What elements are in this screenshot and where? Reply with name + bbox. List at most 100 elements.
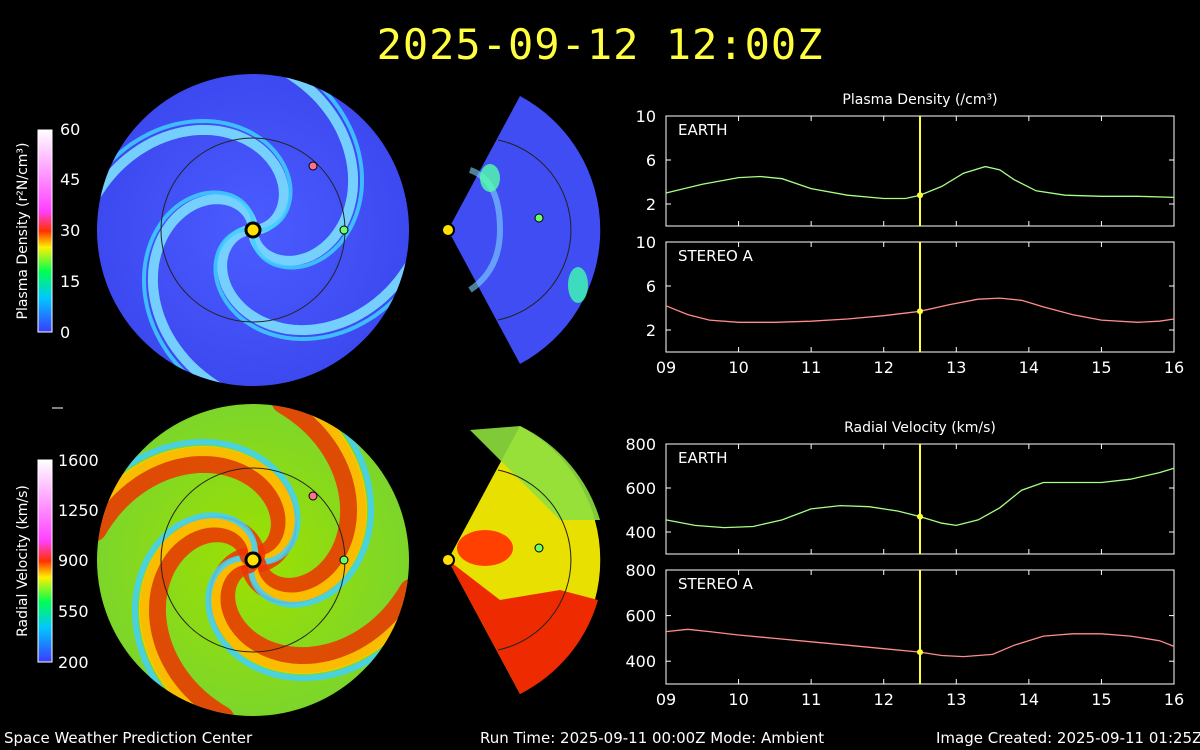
density-meridional-wedge: [441, 96, 601, 364]
velocity-wedge-region: [448, 560, 598, 694]
y-tick-label: 2: [646, 195, 656, 214]
current-value-dot: [917, 513, 923, 520]
density-tick: 30: [60, 221, 80, 240]
spiral-arm: [205, 555, 394, 682]
earth-marker: [339, 555, 349, 565]
x-tick-label: 10: [728, 690, 748, 709]
y-tick-label: 10: [636, 107, 656, 126]
y-tick-label: 400: [625, 652, 656, 671]
timeseries-panel-earth: EARTH 800 600 400: [625, 435, 1175, 555]
y-tick-label: 800: [625, 561, 656, 580]
sun-marker: [244, 551, 262, 569]
density-tick: 0: [60, 323, 70, 342]
density-timeseries-chart: Plasma Density (/cm³) EARTH 10 6 2 STEREO A 1…: [636, 92, 1185, 377]
density-wedge-orbit-arc: [497, 139, 572, 321]
x-tick-label: 13: [946, 358, 966, 377]
velocity-timeseries-chart: Radial Velocity (km/s) EARTH800600400STE…: [625, 420, 1184, 709]
density-tick: 45: [60, 170, 80, 189]
spiral-arm: [248, 74, 359, 266]
spiral-arm: [97, 446, 297, 573]
stereo-a-marker: [308, 491, 318, 501]
timeseries-panel-earth: EARTH 10 6 2: [636, 107, 1175, 227]
forecast-timestamp: 2025-09-12 12:00Z: [376, 20, 824, 69]
velocity-wedge-blob: [457, 530, 513, 566]
density-wedge-blob: [568, 267, 588, 303]
panel-label: STEREO A: [678, 247, 754, 265]
sun-marker: [441, 553, 455, 567]
velocity-tick: 200: [58, 653, 89, 672]
density-colorbar-label: Plasma Density (r²N/cm³): [15, 143, 31, 320]
density-colorbar: Plasma Density (r²N/cm³) 60 45 30 15 0: [15, 120, 80, 342]
spiral-arm: [131, 512, 258, 701]
spiral-arm: [141, 190, 256, 383]
footer-image-created: Image Created: 2025-09-11 01:25Z: [936, 729, 1200, 747]
spiral-arm: [248, 419, 375, 608]
velocity-colorbar-label: Radial Velocity (km/s): [15, 485, 31, 637]
velocity-wedge-orbit-arc: [497, 469, 572, 651]
x-tick-label: 13: [946, 690, 966, 709]
velocity-colorbar-gradient: [37, 459, 53, 663]
x-tick-label: 12: [874, 358, 894, 377]
current-value-dot: [917, 192, 923, 199]
panel-label: EARTH: [678, 121, 728, 139]
footer-organization: Space Weather Prediction Center: [4, 729, 253, 747]
panel-label: EARTH: [678, 449, 728, 467]
spiral-arm: [250, 77, 365, 270]
spiral-arm: [240, 404, 367, 604]
y-tick-label: 2: [646, 321, 656, 340]
y-tick-label: 10: [636, 233, 656, 252]
x-tick-label: 15: [1091, 690, 1111, 709]
spiral-arm: [210, 554, 409, 675]
timeseries-panel-stereo-a: STEREO A 800 600 400: [625, 561, 1175, 685]
earth-marker: [534, 543, 544, 553]
velocity-meridional-wedge: [441, 426, 601, 694]
series-line-earth: [665, 467, 1175, 529]
x-tick-label: 10: [728, 358, 748, 377]
x-tick-label: 14: [1019, 358, 1039, 377]
velocity-tick: 900: [58, 551, 89, 570]
density-colorbar-gradient: [37, 129, 53, 333]
density-wedge-blob: [480, 164, 500, 192]
velocity-tick: 1600: [58, 451, 99, 470]
sun-marker: [441, 223, 455, 237]
footer-run-info: Run Time: 2025-09-11 00:00Z Mode: Ambien…: [480, 729, 825, 747]
spiral-arm: [97, 445, 296, 566]
spiral-arm: [247, 404, 368, 603]
y-tick-label: 600: [625, 479, 656, 498]
density-ecliptic-disk: [97, 74, 409, 386]
x-tick-label: 16: [1164, 358, 1184, 377]
earth-marker: [534, 213, 544, 223]
spiral-arm: [139, 516, 266, 716]
velocity-tick: 1250: [58, 501, 99, 520]
x-tick-label: 14: [1019, 690, 1039, 709]
density-tick: 60: [60, 120, 80, 139]
x-tick-label: 11: [801, 358, 821, 377]
series-line-stereo-a: [665, 297, 1175, 323]
density-wedge-shape: [448, 96, 601, 364]
y-tick-label: 800: [625, 435, 656, 454]
x-tick-label: 16: [1164, 690, 1184, 709]
y-tick-label: 600: [625, 607, 656, 626]
x-tick-label: 09: [656, 358, 676, 377]
current-value-dot: [917, 308, 923, 315]
velocity-tick: 550: [58, 602, 89, 621]
spiral-arm: [217, 225, 409, 336]
series-line-stereo-a: [665, 628, 1175, 658]
density-chart-title: Plasma Density (/cm³): [842, 92, 997, 108]
series-line-earth: [665, 165, 1175, 200]
spiral-arm: [209, 547, 409, 674]
stereo-a-marker: [308, 161, 318, 171]
spiral-arm: [97, 124, 289, 235]
x-tick-label: 12: [874, 690, 894, 709]
y-tick-label: 400: [625, 523, 656, 542]
x-tick-label: 09: [656, 690, 676, 709]
velocity-colorbar: Radial Velocity (km/s) 1600 1250 900 550…: [15, 451, 99, 672]
y-tick-label: 6: [646, 151, 656, 170]
spiral-arm: [147, 194, 258, 386]
spiral-arm: [138, 517, 259, 716]
panel-label: STEREO A: [678, 575, 754, 593]
current-value-dot: [917, 649, 923, 656]
y-tick-label: 6: [646, 277, 656, 296]
velocity-spiral-arms: [97, 404, 409, 716]
